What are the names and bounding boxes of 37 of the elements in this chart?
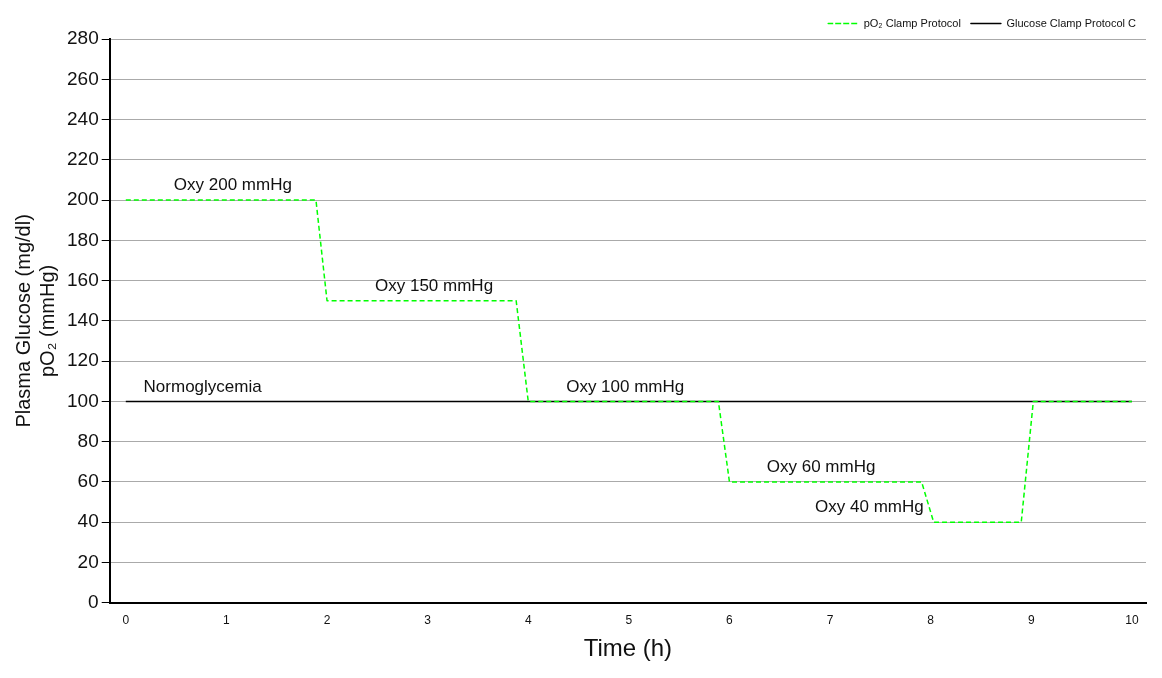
x-tick-label: 6	[726, 613, 734, 628]
x-tick-label: 7	[826, 613, 834, 628]
annotation: Oxy 60 mmHg	[766, 457, 876, 477]
x-axis-title: Time (h)	[583, 634, 673, 662]
x-tick-label: 1	[223, 613, 231, 628]
annotation: Oxy 40 mmHg	[815, 497, 924, 517]
y-tick-label: 240	[67, 107, 99, 129]
y-tick-label: 80	[77, 429, 99, 451]
annotation: Normoglycemia	[143, 376, 263, 396]
line-series	[125, 199, 1133, 524]
y-tick-label: 60	[77, 470, 99, 492]
y-tick-label: 100	[67, 389, 99, 411]
y-tick-label: 280	[67, 27, 99, 49]
y-tick-label: 200	[67, 188, 99, 210]
annotation: Oxy 200 mmHg	[173, 175, 292, 195]
x-tick-label: 5	[625, 613, 633, 628]
y-tick-label: 160	[67, 268, 99, 290]
x-tick-label: 3	[424, 613, 432, 628]
y-tick-label: 140	[67, 309, 99, 331]
y-tick-label: 260	[67, 67, 99, 89]
x-tick-label: 8	[927, 613, 935, 628]
y-tick-label: 0	[88, 591, 99, 613]
legend-label: Glucose Clamp Protocol C	[1006, 16, 1137, 29]
y-tick-label: 220	[67, 148, 99, 170]
legend-label: pO₂ Clamp Protocol	[863, 16, 961, 29]
x-tick-label: 2	[323, 613, 331, 628]
x-tick-label: 4	[524, 613, 532, 628]
y-tick-label: 40	[77, 510, 99, 532]
annotation: Oxy 150 mmHg	[375, 275, 494, 295]
y-tick-label: 180	[67, 228, 99, 250]
y-tick-label: 20	[77, 550, 99, 572]
x-tick-label: 9	[1027, 613, 1035, 628]
annotation: Oxy 100 mmHg	[566, 376, 685, 396]
x-tick-label: 0	[122, 613, 130, 628]
x-tick-label: 10	[1125, 613, 1139, 628]
y-axis-title: Plasma Glucose (mg/dl) pO₂ (mmHg)	[11, 214, 58, 428]
y-tick-label: 120	[67, 349, 99, 371]
